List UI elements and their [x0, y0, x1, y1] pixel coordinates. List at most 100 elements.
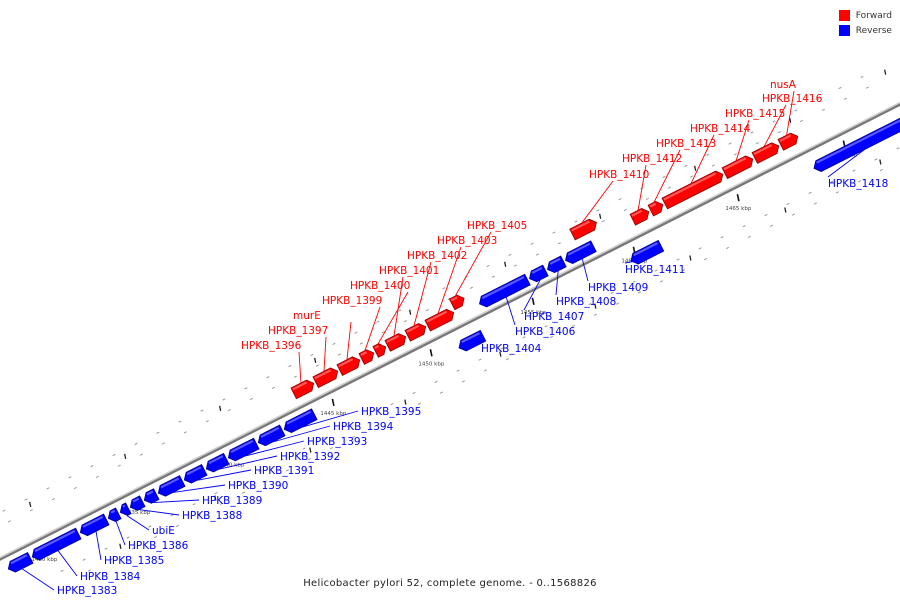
gene-HPKB_1397[interactable] [312, 366, 340, 389]
gene-label[interactable]: murE [293, 310, 321, 322]
background-tick [508, 253, 512, 256]
gene-HPKB_1415[interactable] [721, 154, 755, 180]
background-tick [329, 447, 334, 450]
background-tick [285, 469, 290, 472]
gene-label[interactable]: HPKB_1393 [307, 436, 367, 448]
gene-label[interactable]: HPKB_1394 [333, 421, 394, 433]
background-tick [662, 175, 666, 179]
gene-label[interactable]: HPKB_1385 [104, 555, 164, 567]
background-tick [835, 191, 840, 194]
gene-leader-line [272, 425, 331, 443]
gene-arrow [404, 323, 427, 342]
gene-ubiE[interactable] [118, 502, 132, 518]
gene-label[interactable]: HPKB_1390 [228, 480, 288, 492]
gene-label[interactable]: HPKB_1418 [828, 178, 888, 190]
gene-HPKB_1386[interactable] [106, 507, 122, 524]
gene-label[interactable]: HPKB_1411 [625, 264, 685, 276]
background-tick [307, 458, 312, 461]
gene-HPKB_1402[interactable] [404, 321, 428, 342]
gene-label[interactable]: HPKB_1410 [589, 169, 649, 181]
gene-label[interactable]: HPKB_1404 [481, 343, 542, 355]
background-tick [566, 314, 570, 317]
gene-label[interactable]: HPKB_1383 [57, 585, 117, 597]
gene-HPKB_1388[interactable] [128, 495, 146, 513]
gene-label[interactable]: HPKB_1389 [202, 495, 262, 507]
gene-label[interactable]: HPKB_1407 [524, 311, 584, 323]
gene-HPKB_1414[interactable] [661, 169, 725, 210]
gene-HPKB_1383[interactable] [6, 551, 34, 574]
gene-label[interactable]: HPKB_1401 [379, 265, 439, 277]
background-tick [808, 191, 812, 194]
gene-label[interactable]: HPKB_1403 [437, 235, 497, 247]
gene-HPKB_1408[interactable] [545, 255, 567, 275]
gene-HPKB_1394[interactable] [256, 424, 286, 448]
gene-label[interactable]: nusA [770, 79, 797, 91]
gene-arrow [257, 424, 286, 447]
gene-HPKB_1409[interactable] [563, 240, 597, 266]
gene-HPKB_1410[interactable] [569, 217, 599, 241]
background-tick [192, 503, 196, 506]
gene-HPKB_1416[interactable] [751, 141, 781, 164]
gene-label[interactable]: ubiE [152, 525, 175, 537]
gene-nusA[interactable] [777, 131, 800, 151]
background-tick [769, 224, 774, 227]
gene-label[interactable]: HPKB_1415 [725, 108, 785, 120]
gene-HPKB_1385[interactable] [78, 513, 110, 538]
gene-HPKB_1390[interactable] [156, 475, 186, 499]
ruler-mark [124, 453, 127, 459]
gene-label[interactable]: HPKB_1400 [350, 280, 410, 292]
gene-HPKB_1392[interactable] [204, 452, 230, 474]
ruler-mark [309, 447, 312, 453]
gene-HPKB_1407[interactable] [527, 264, 549, 284]
gene-label[interactable]: HPKB_1386 [128, 540, 189, 552]
gene-label[interactable]: HPKB_1388 [182, 510, 242, 522]
gene-label[interactable]: HPKB_1391 [254, 465, 314, 477]
gene-HPKB_1384[interactable] [30, 527, 82, 562]
gene-HPKB_1411[interactable] [628, 239, 665, 266]
background-tick [549, 335, 554, 339]
gene-label[interactable]: HPKB_1392 [280, 451, 340, 463]
gene-label[interactable]: HPKB_1414 [690, 123, 751, 135]
gene-HPKB_1401[interactable] [384, 331, 408, 352]
gene-HPKB_1403[interactable] [424, 307, 456, 332]
gene-HPKB_1413[interactable] [647, 199, 665, 217]
background-tick [390, 402, 394, 406]
background-tick [381, 331, 385, 334]
gene-HPKB_1400[interactable] [372, 341, 388, 358]
gene-HPKB_1395[interactable] [282, 408, 318, 435]
gene-HPKB_1406[interactable] [477, 273, 531, 309]
gene-label[interactable]: HPKB_1406 [515, 326, 576, 338]
gene-highlight [406, 324, 420, 333]
gene-highlight [753, 144, 773, 156]
gene-label[interactable]: HPKB_1412 [622, 153, 682, 165]
gene-label[interactable]: HPKB_1399 [322, 295, 382, 307]
gene-label[interactable]: HPKB_1413 [656, 138, 716, 150]
gene-label[interactable]: HPKB_1384 [80, 571, 141, 583]
gene-HPKB_1418[interactable] [811, 114, 900, 174]
background-tick [214, 491, 218, 495]
gene-HPKB_1389[interactable] [142, 488, 160, 506]
ruler-mark [694, 165, 697, 171]
ruler-mark [219, 405, 222, 411]
gene-arrow [290, 379, 315, 400]
gene-HPKB_1391[interactable] [182, 463, 208, 486]
background-tick [500, 347, 504, 350]
gene-HPKB_1405[interactable] [448, 293, 466, 311]
gene-label[interactable]: HPKB_1396 [241, 340, 302, 352]
gene-label[interactable]: HPKB_1395 [361, 406, 421, 418]
gene-HPKB_1396[interactable] [290, 378, 316, 400]
gene-label[interactable]: HPKB_1405 [467, 220, 527, 232]
gene-murE[interactable] [336, 355, 362, 376]
gene-HPKB_1399[interactable] [358, 348, 376, 365]
gene-label[interactable]: HPKB_1397 [268, 325, 328, 337]
genes: HPKB_1383 HPKB_1384 HPKB_1385 HPKB_1386 ubiE… [6, 79, 900, 597]
kbp-tick-label: 1430 kbp [31, 557, 57, 563]
gene-highlight [230, 440, 254, 453]
gene-leader-line [454, 231, 492, 297]
gene-HPKB_1393[interactable] [226, 437, 260, 463]
gene-arrow [547, 255, 567, 274]
gene-label[interactable]: HPKB_1409 [588, 282, 648, 294]
gene-HPKB_1412[interactable] [629, 206, 651, 226]
gene-label[interactable]: HPKB_1408 [556, 296, 616, 308]
gene-label[interactable]: HPKB_1402 [407, 250, 467, 262]
